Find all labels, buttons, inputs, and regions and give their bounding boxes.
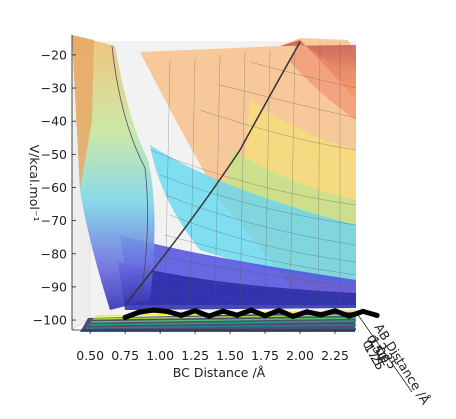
- trajectory-point: [122, 314, 128, 321]
- yellow-band: [245, 100, 356, 200]
- trajectory-point: [290, 313, 296, 320]
- trajectory-point: [374, 312, 380, 319]
- cyan-region: [150, 145, 356, 285]
- trajectory-point: [248, 307, 254, 313]
- y-tick-label: −60: [41, 180, 67, 195]
- x-tick-label: 1.00: [146, 348, 174, 363]
- trajectory-point: [192, 308, 198, 314]
- red-ridge: [280, 40, 356, 100]
- x-tick-label: 2.00: [286, 348, 314, 363]
- floor-contour-line: [88, 320, 357, 326]
- green-band: [225, 150, 356, 225]
- left-wall: [72, 35, 155, 310]
- x-tick-label: 0.50: [76, 348, 104, 363]
- floor-contour-line: [86, 324, 357, 329]
- left-wall-orange: [72, 35, 94, 190]
- y-tick-label: −50: [41, 147, 67, 162]
- trajectory-point: [318, 312, 324, 318]
- axis-frame: [71, 35, 413, 393]
- y-axis-label: V/kcal.mol⁻¹: [27, 145, 42, 222]
- x-axis-ticks: 0.50 0.75 1.00 1.25 1.50 1.75 2.00 2.25: [76, 330, 349, 363]
- y-axis-ticks: −20 −30 −40 −50 −60 −70 −80 −90 −100: [33, 47, 76, 328]
- trajectory-point: [178, 312, 184, 319]
- x-axis-label: BC Distance /Å: [173, 365, 266, 380]
- x-tick-label: 1.75: [251, 348, 279, 363]
- depth-axis-line: [355, 311, 413, 393]
- x-tick-label: 2.25: [321, 348, 349, 363]
- x-tick-label: 1.50: [216, 348, 244, 363]
- trajectory-point: [332, 308, 338, 314]
- mesh-lines-vertical: [164, 42, 341, 306]
- deep-blue-basin: [118, 262, 356, 310]
- surface: [71, 34, 357, 332]
- trajectory-point: [304, 309, 310, 315]
- left-inner-edge: [111, 45, 148, 303]
- trajectory-point: [262, 313, 268, 319]
- trajectory-point: [136, 309, 142, 315]
- y-tick-label: −90: [41, 279, 67, 294]
- trajectory-point: [276, 307, 282, 314]
- trajectory-point: [234, 312, 240, 318]
- trajectory: [122, 307, 380, 321]
- trajectory-point: [150, 307, 156, 313]
- y-tick-label: −80: [41, 246, 67, 261]
- x-tick-label: 0.75: [111, 348, 139, 363]
- trajectory-point: [164, 308, 170, 315]
- y-tick-label: −30: [41, 81, 67, 96]
- red-inner-band: [290, 42, 356, 120]
- floor-contour-line: [90, 317, 357, 323]
- trajectory-point: [346, 313, 352, 319]
- x-tick-label: 1.25: [181, 348, 209, 363]
- trajectory-point: [220, 308, 226, 314]
- y-tick-label: −70: [41, 213, 67, 228]
- trajectory-point: [206, 313, 212, 319]
- y-tick-label: −40: [41, 114, 67, 129]
- y-tick-label: −20: [41, 47, 67, 62]
- floor-contour-line: [92, 314, 357, 320]
- cross-ridge: [124, 41, 301, 306]
- y-tick-label: −100: [33, 313, 67, 328]
- trajectory-point: [360, 308, 366, 315]
